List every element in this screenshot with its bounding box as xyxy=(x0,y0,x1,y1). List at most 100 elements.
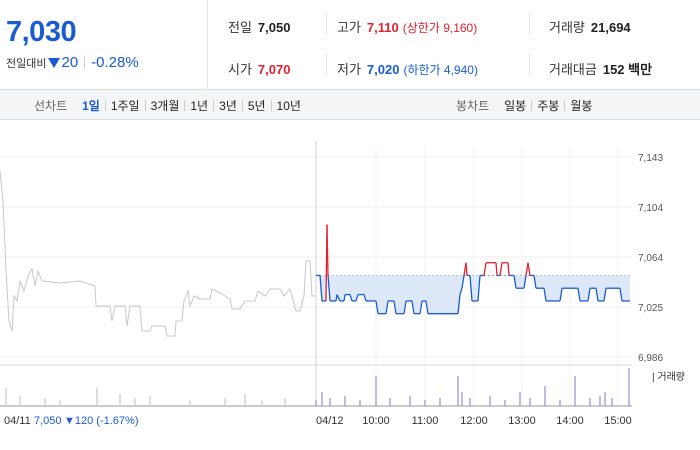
chart-svg: 7,143 7,104 7,064 7,025 6,986 | 거래량 04/11 7,050… xyxy=(0,141,685,427)
price-segment xyxy=(513,275,517,289)
tab-divider xyxy=(213,99,215,111)
price-segment xyxy=(327,275,331,301)
price-segment xyxy=(425,300,429,314)
stat-amount: 거래대금 152 백만 xyxy=(549,59,652,78)
price-segment xyxy=(343,294,346,302)
line-tab-1[interactable]: 1주일 xyxy=(110,98,140,113)
x-tick-label: 04/12 xyxy=(316,415,344,427)
candle-tab-2[interactable]: 월봉 xyxy=(570,98,593,113)
stat-prev-label: 전일 xyxy=(228,20,252,35)
tab-divider xyxy=(104,99,106,111)
tab-divider xyxy=(564,99,566,111)
price-segment xyxy=(527,262,531,276)
x-tick-label: 12:00 xyxy=(460,415,488,427)
candle-chart-title: 봉차트 xyxy=(456,98,490,113)
price-segment xyxy=(326,224,329,276)
stat-volume-value: 21,694 xyxy=(590,20,631,35)
y-tick-label: 7,064 xyxy=(638,253,663,264)
stat-open: 시가 7,070 xyxy=(228,59,290,78)
stat-high: 고가 7,110 (상한가 9,160) xyxy=(337,17,477,36)
stat-high-value: 7,110 xyxy=(366,20,399,35)
price-segment xyxy=(603,288,607,302)
divider xyxy=(529,12,530,34)
x-tick-prev-day: 04/11 xyxy=(4,415,31,427)
tab-divider xyxy=(144,99,146,111)
price-segment xyxy=(419,300,423,314)
y-tick-label: 7,104 xyxy=(638,203,663,214)
x-tick-label: 13:00 xyxy=(508,415,536,427)
prev-day-change: ▼120 (-1.67%) xyxy=(64,415,138,427)
tab-divider xyxy=(531,99,533,111)
line-tab-3[interactable]: 1년 xyxy=(190,98,209,113)
price-segment xyxy=(375,300,379,314)
price-segment xyxy=(363,294,367,302)
tab-divider xyxy=(184,99,186,111)
price-segment xyxy=(587,288,591,302)
price-segment xyxy=(543,288,547,302)
price-segment xyxy=(495,262,498,276)
price-segment xyxy=(319,275,323,301)
change-label: 전일대비 xyxy=(6,57,47,70)
price-box: 7,030 전일대비 20 -0.28% xyxy=(0,0,208,90)
line-tab-4[interactable]: 3년 xyxy=(219,98,237,113)
stat-low: 저가 7,020 (하한가 4,940) xyxy=(337,59,478,78)
price-segment xyxy=(525,262,529,276)
stat-volume: 거래량 21,694 xyxy=(549,17,631,36)
price-segment xyxy=(469,275,473,301)
price-segment xyxy=(483,262,487,276)
price-segment xyxy=(507,262,510,276)
divider xyxy=(326,12,327,34)
candle-tab-0[interactable]: 일봉 xyxy=(504,98,527,113)
price-segment xyxy=(595,288,599,302)
price-segment xyxy=(559,288,563,302)
price-segment xyxy=(619,288,623,302)
intraday-chart[interactable]: 7,143 7,104 7,064 7,025 6,986 | 거래량 04/11 7,050… xyxy=(0,121,700,450)
price-segment xyxy=(533,275,537,289)
divider xyxy=(84,56,86,69)
line-tab-0[interactable]: 1일 xyxy=(82,98,100,113)
price-segment xyxy=(355,294,359,302)
price-segment xyxy=(457,294,461,314)
stat-prev-value: 7,050 xyxy=(257,20,291,35)
chart-tabs-bar: 선차트 1일 1주일 3개월 1년 3년 5년 10년 봉차트 일봉 주봉 월봉 xyxy=(0,90,700,120)
price-segment xyxy=(465,262,468,276)
line-tab-6[interactable]: 10년 xyxy=(276,98,301,113)
change-percent: -0.28% xyxy=(91,54,139,71)
price-segment xyxy=(477,275,481,301)
prev-day-line xyxy=(0,170,315,337)
x-tick-label: 14:00 xyxy=(556,415,584,427)
price-segment xyxy=(577,288,581,302)
price-segment xyxy=(393,300,397,314)
x-tick-label: 11:00 xyxy=(412,415,439,427)
stat-low-value: 7,020 xyxy=(366,62,400,77)
change-row: 전일대비 20 -0.28% xyxy=(6,54,139,71)
line-chart-title: 선차트 xyxy=(34,98,68,113)
price-segment xyxy=(461,275,465,289)
stat-low-label: 저가 xyxy=(337,62,361,77)
tab-divider xyxy=(241,99,243,111)
stat-high-label: 고가 xyxy=(337,20,361,35)
divider xyxy=(529,54,530,76)
lower-limit: (하한가 4,940) xyxy=(403,63,478,77)
price-segment xyxy=(403,300,407,314)
stat-open-value: 7,070 xyxy=(257,62,291,77)
line-tab-5[interactable]: 5년 xyxy=(247,98,266,113)
down-triangle-icon xyxy=(48,57,61,68)
line-tab-2[interactable]: 3개월 xyxy=(150,98,180,113)
volume-legend: | 거래량 xyxy=(652,371,685,383)
price-segment xyxy=(459,288,463,295)
stat-amount-value: 152 백만 xyxy=(602,62,653,77)
x-tick-label: 10:00 xyxy=(362,415,390,427)
line-chart-tabs: 선차트 1일 1주일 3개월 1년 3년 5년 10년 xyxy=(34,90,306,120)
y-tick-label: 7,025 xyxy=(638,303,663,314)
x-tick-label: 15:00 xyxy=(604,415,632,427)
stat-open-label: 시가 xyxy=(228,62,252,77)
candle-tab-1[interactable]: 주봉 xyxy=(537,98,560,113)
change-value: 20 xyxy=(61,54,79,71)
price-segment xyxy=(385,300,389,314)
price-segment xyxy=(336,294,341,302)
quote-summary: 7,030 전일대비 20 -0.28% 전일 7,050 고가 7,110 (… xyxy=(0,0,700,90)
upper-limit: (상한가 9,160) xyxy=(402,21,478,35)
price-segment xyxy=(523,275,527,289)
price-segment xyxy=(349,294,353,302)
